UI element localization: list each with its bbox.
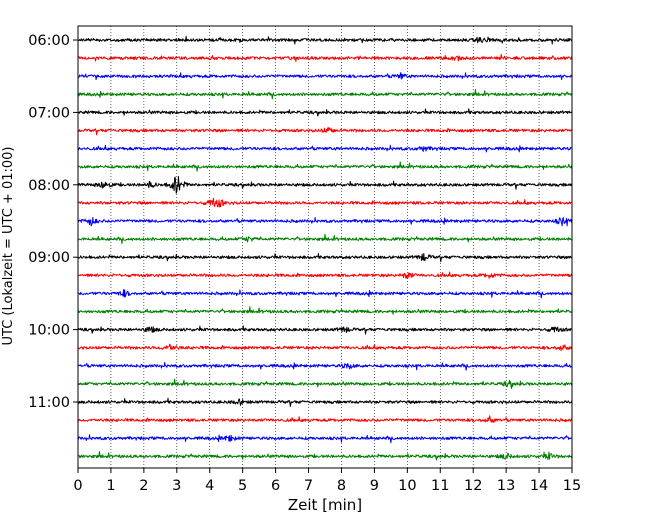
x-tick-label: 2 [139,478,148,494]
y-tick-label: 07:00 [28,105,70,121]
seismogram-trace [77,53,573,62]
y-tick-label: 10:00 [28,323,70,339]
seismogram-trace [77,271,573,279]
seismogram-trace [77,289,573,299]
seismogram-trace [77,434,573,444]
y-tick-label: 09:00 [28,250,70,266]
plot-frame [77,25,573,469]
seismogram-trace [77,35,573,45]
y-axis-label: UTC (Lokalzeit = UTC + 01:00) [1,147,16,346]
x-tick-label: 5 [238,478,247,494]
trace-group [77,35,573,461]
x-tick-label: 4 [205,478,214,494]
seismogram-trace [77,415,573,423]
seismogram-trace [77,161,573,172]
seismogram-trace [77,144,573,153]
x-tick-label: 8 [337,478,346,494]
seismogram-trace [77,108,573,117]
x-tick-label: 10 [398,478,416,494]
y-axis-ticks: 06:00 07:00 08:00 09:00 10:00 11:00 [28,33,78,411]
seismogram-trace [77,127,573,136]
x-axis-label: Zeit [min] [288,496,362,514]
seismogram-trace [77,361,573,371]
seismogram-trace [77,197,572,208]
y-tick-label: 08:00 [28,178,70,194]
x-tick-label: 6 [271,478,280,494]
x-tick-label: 11 [431,478,449,494]
seismogram-trace [77,175,573,194]
seismogram-trace [77,233,573,245]
x-axis-ticks: 0 1 2 3 4 5 6 7 8 9 10 11 12 13 14 15 [73,468,581,494]
x-tick-label: 9 [370,478,379,494]
y-tick-label: 06:00 [28,33,70,49]
x-tick-label: 1 [106,478,115,494]
seismogram-trace [77,72,573,81]
seismogram-trace [77,216,573,227]
x-tick-label: 15 [563,478,581,494]
x-tick-label: 12 [464,478,482,494]
seismogram-trace [77,397,573,407]
seismogram-trace [77,450,573,461]
x-tick-label: 3 [172,478,181,494]
x-tick-label: 7 [304,478,313,494]
x-tick-label: 13 [497,478,515,494]
seismogram-trace [77,306,573,315]
seismogram-trace [77,252,573,263]
seismogram-trace [77,378,573,390]
x-tick-label: 14 [530,478,548,494]
seismogram-trace [77,325,573,335]
seismogram-trace [77,343,573,352]
seismogram-trace [77,88,573,100]
y-tick-label: 11:00 [28,395,70,411]
x-tick-label: 0 [73,478,82,494]
